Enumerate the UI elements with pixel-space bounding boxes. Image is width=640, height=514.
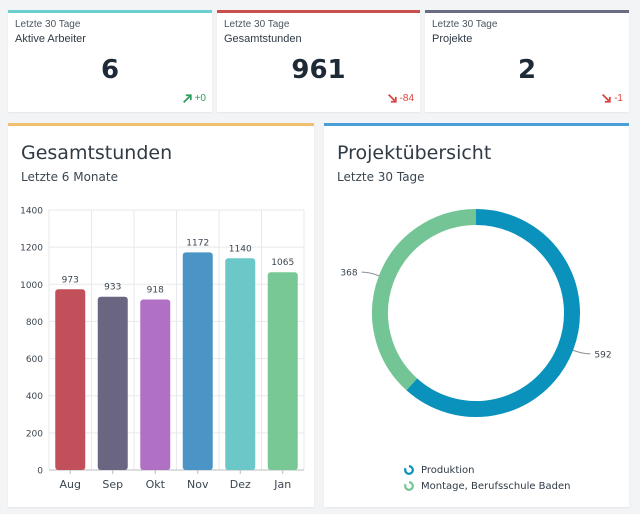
kpi-trend-value: +0 (194, 93, 206, 104)
bar-value-label: 1172 (186, 238, 209, 248)
y-tick-label: 400 (26, 392, 43, 402)
kpi-value: 2 (517, 55, 537, 85)
legend-label: Montage, Berufsschule Baden (421, 480, 571, 492)
chart-legend: Produktion Montage, Berufsschule Baden (404, 462, 571, 494)
donut-slice (372, 209, 477, 391)
y-tick-label: 1400 (20, 207, 43, 217)
bar (267, 272, 298, 470)
x-tick-label: Sep (102, 478, 123, 491)
project-overview-panel: Projektübersicht Letzte 30 Tage 592 368 P… (324, 123, 629, 507)
bar-value-label: 1140 (229, 244, 252, 254)
bar (97, 296, 128, 470)
kpi-label: Gesamtstunden (224, 33, 302, 45)
panel-subtitle: Letzte 6 Monate (21, 170, 118, 184)
x-tick-label: Jan (273, 478, 291, 491)
donut-chart: 592 368 (340, 209, 612, 417)
panel-subtitle: Letzte 30 Tage (337, 170, 425, 184)
kpi-label: Projekte (432, 33, 473, 45)
kpi-trend-value: -84 (399, 93, 414, 104)
trend-up-icon (182, 93, 193, 104)
kpi-trend: -84 (387, 93, 414, 104)
x-tick-label: Dez (230, 478, 251, 491)
bar (225, 258, 256, 470)
total-hours-panel: Gesamtstunden Letzte 6 Monate 0 200 400 600… (8, 123, 314, 507)
trend-down-icon (601, 93, 612, 104)
y-tick-label: 600 (26, 355, 43, 365)
kpi-card-active-workers: Letzte 30 Tage Aktive Arbeiter 6 +0 (8, 10, 212, 112)
panel-title: Gesamtstunden (21, 142, 173, 164)
legend-item[interactable]: Montage, Berufsschule Baden (404, 478, 571, 494)
kpi-value: 6 (100, 55, 120, 85)
bar-value-label: 933 (104, 283, 121, 293)
slice-value-label: 592 (594, 350, 611, 360)
trend-down-icon (387, 93, 398, 104)
donut-slice (406, 209, 580, 417)
bar (140, 299, 171, 470)
x-tick-label: Aug (60, 478, 81, 491)
slice-leader-line (361, 271, 380, 277)
kpi-card-projects: Letzte 30 Tage Projekte 2 -1 (425, 10, 629, 112)
y-tick-label: 200 (26, 429, 43, 439)
slice-value-label: 368 (340, 269, 357, 279)
kpi-trend-value: -1 (614, 93, 623, 104)
bar (55, 289, 86, 470)
bar-value-label: 918 (147, 286, 164, 296)
kpi-period: Letzte 30 Tage (224, 19, 290, 30)
kpi-period: Letzte 30 Tage (432, 19, 498, 30)
y-tick-label: 1000 (20, 281, 43, 291)
y-tick-label: 1200 (20, 244, 43, 254)
kpi-trend: +0 (182, 93, 206, 104)
bar-chart: 0 200 400 600 800 1000 1200 1400 973 Aug 933 Sep 918… (20, 207, 305, 491)
bar (182, 252, 213, 470)
y-tick-label: 800 (26, 318, 43, 328)
x-tick-label: Okt (146, 478, 166, 491)
legend-label: Produktion (421, 464, 475, 476)
kpi-trend: -1 (601, 93, 623, 104)
slice-leader-line (572, 349, 591, 355)
kpi-value: 961 (291, 55, 346, 85)
x-tick-label: Nov (187, 478, 209, 491)
legend-marker-icon (404, 465, 414, 475)
legend-marker-icon (404, 481, 414, 491)
panel-title: Projektübersicht (337, 142, 492, 164)
bar-value-label: 973 (62, 275, 79, 285)
y-tick-label: 0 (37, 467, 43, 477)
bar-value-label: 1065 (271, 258, 294, 268)
kpi-period: Letzte 30 Tage (15, 19, 81, 30)
kpi-card-total-hours: Letzte 30 Tage Gesamtstunden 961 -84 (217, 10, 420, 112)
kpi-label: Aktive Arbeiter (15, 33, 86, 45)
legend-item[interactable]: Produktion (404, 462, 571, 478)
